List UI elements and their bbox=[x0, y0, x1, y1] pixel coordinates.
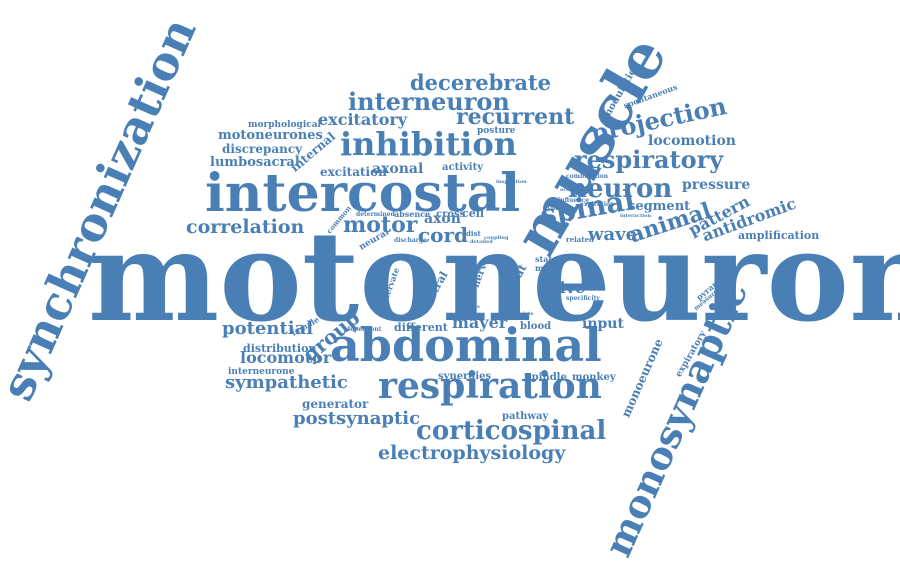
word-pressure: pressure bbox=[682, 177, 751, 193]
word-motoneurones: motoneurones bbox=[218, 128, 323, 143]
word-motor: motor bbox=[343, 212, 418, 238]
word-decerebrate: decerebrate bbox=[410, 70, 552, 95]
word-abdominal: abdominal bbox=[330, 318, 602, 372]
word-neuron: neuron bbox=[568, 174, 673, 204]
word-mayer: mayer bbox=[452, 313, 508, 332]
word-locomotion: locomotion bbox=[648, 133, 736, 149]
word-blood: blood bbox=[520, 321, 552, 332]
word-monkey: monkey bbox=[572, 372, 616, 383]
word-motoneuron: motoneuron bbox=[88, 205, 900, 350]
word-amplification: amplification bbox=[738, 229, 820, 242]
word-expiration: expiration bbox=[580, 201, 615, 208]
word-recurrent: recurrent bbox=[456, 104, 575, 130]
word-combination: combination bbox=[566, 173, 609, 180]
word-axon: axon bbox=[424, 211, 461, 227]
word-detailed: detailed bbox=[470, 239, 493, 245]
word-morphological: morphological bbox=[248, 120, 321, 130]
word-locomotor: locomotor bbox=[240, 348, 332, 367]
word-wave: wave bbox=[588, 224, 638, 245]
word-intercostal: intercostal bbox=[205, 163, 521, 224]
word-respiration: respiration bbox=[378, 365, 602, 407]
word-pathway: pathway bbox=[502, 411, 549, 422]
word-axonal: axonal bbox=[372, 161, 424, 177]
word-potential: potential bbox=[222, 318, 314, 339]
word-excitation: excitation bbox=[320, 165, 387, 179]
word-discrepancy: discrepancy bbox=[222, 142, 303, 156]
word-posture: posture bbox=[477, 126, 516, 136]
word-segment: segment bbox=[628, 199, 691, 214]
word-spindle: spindle bbox=[526, 372, 567, 383]
word-interneurone: interneurone bbox=[228, 367, 295, 377]
word-interaction: interaction bbox=[620, 213, 652, 219]
word-absence: absence bbox=[394, 209, 431, 219]
word-correlation: correlation bbox=[186, 216, 305, 238]
word-state: state bbox=[535, 254, 558, 264]
word-postsynaptic: postsynaptic bbox=[293, 408, 421, 429]
word-discharge: discharge bbox=[394, 237, 427, 244]
word-activity: activity bbox=[442, 162, 484, 173]
word-corticospinal: corticospinal bbox=[416, 416, 607, 446]
word-inspiration: inspiration bbox=[496, 179, 527, 185]
word-generator: generator bbox=[302, 397, 369, 411]
word-lumbosacral: lumbosacral bbox=[210, 155, 300, 170]
word-cord: cord bbox=[418, 223, 469, 247]
word-determined: determined bbox=[356, 211, 395, 218]
word-synergy: synergy bbox=[544, 205, 570, 212]
word-sympathetic: sympathetic bbox=[225, 372, 348, 393]
word-nucleus: nucleus bbox=[458, 304, 480, 310]
word-dependent: dependent bbox=[346, 326, 382, 333]
word-inhibition: inhibition bbox=[340, 125, 517, 163]
word-effect: effect bbox=[456, 295, 472, 301]
word-excitatory: excitatory bbox=[318, 110, 408, 129]
word-male: male bbox=[535, 263, 557, 273]
word-cross: cross bbox=[436, 209, 466, 220]
word-dist: dist bbox=[466, 229, 481, 238]
word-drive: drive bbox=[540, 278, 586, 297]
word-specificity: specificity bbox=[566, 295, 600, 302]
word-interneuron: interneuron bbox=[348, 87, 510, 116]
word-coupling: coupling bbox=[484, 235, 509, 241]
word-different: different bbox=[394, 321, 448, 334]
word-input: input bbox=[582, 316, 624, 332]
word-synergies: synergies bbox=[438, 371, 492, 382]
word-complete: complete bbox=[508, 311, 534, 317]
word-cell: cell bbox=[462, 207, 485, 220]
word-occurrence: occurrence bbox=[560, 187, 592, 193]
word-influence: influence bbox=[558, 197, 590, 204]
word-related: related bbox=[566, 235, 594, 244]
word-respiratory: respiratory bbox=[574, 145, 724, 174]
word-electrophysiology: electrophysiology bbox=[378, 442, 566, 464]
word-distribution: distribution bbox=[243, 342, 317, 355]
